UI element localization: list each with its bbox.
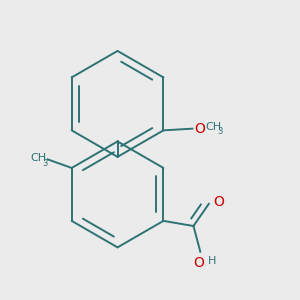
Text: CH: CH [30, 153, 46, 164]
Text: O: O [193, 256, 204, 270]
Text: CH: CH [206, 122, 221, 132]
Text: 3: 3 [42, 159, 48, 168]
Text: 3: 3 [218, 127, 223, 136]
Text: O: O [213, 195, 224, 209]
Text: H: H [208, 256, 216, 266]
Text: O: O [194, 122, 205, 136]
